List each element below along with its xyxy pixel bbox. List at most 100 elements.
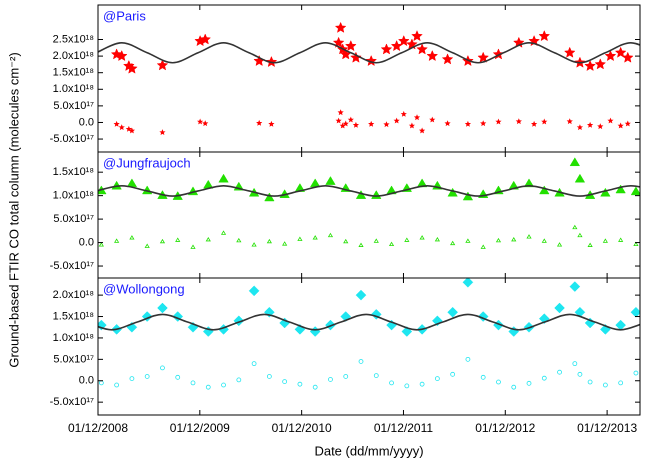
y-tick-label: -5.0x10¹⁷ <box>50 133 94 145</box>
data-point <box>199 33 212 45</box>
anomaly-point <box>373 238 379 243</box>
anomaly-point <box>328 377 333 382</box>
anomaly-point <box>495 237 502 243</box>
y-tick-label: 1.0x10¹⁸ <box>53 332 94 344</box>
anomaly-point <box>577 232 583 238</box>
data-point <box>411 30 423 42</box>
anomaly-point <box>572 361 578 367</box>
anomaly-point <box>358 242 364 247</box>
anomaly-point <box>175 374 181 380</box>
data-point <box>462 191 474 201</box>
data-point <box>233 315 245 327</box>
anomaly-point <box>282 379 288 384</box>
anomaly-point <box>444 120 451 127</box>
data-point <box>309 326 321 337</box>
anomaly-point <box>128 127 135 134</box>
anomaly-point <box>480 374 486 380</box>
data-point <box>218 173 229 183</box>
anomaly-point <box>587 379 593 385</box>
anomaly-point <box>495 118 502 125</box>
anomaly-point <box>618 380 624 386</box>
anomaly-point <box>556 242 563 247</box>
anomaly-point <box>129 235 135 240</box>
anomaly-point <box>335 117 342 124</box>
y-axis-label: Ground-based FTIR CO total column (molec… <box>6 52 21 367</box>
anomaly-point <box>144 243 150 248</box>
data-point <box>441 53 454 65</box>
data-point <box>554 302 565 314</box>
data-point <box>574 173 586 183</box>
anomaly-point <box>597 123 604 130</box>
data-point <box>126 62 138 74</box>
anomaly-point <box>496 379 501 385</box>
anomaly-point <box>327 232 334 238</box>
data-point <box>248 285 260 297</box>
anomaly-point <box>511 236 517 242</box>
anomaly-point <box>159 129 166 136</box>
anomaly-point <box>602 382 608 388</box>
anomaly-point <box>419 381 425 387</box>
y-tick-label: 2.5x10¹⁸ <box>53 33 94 45</box>
anomaly-point <box>144 374 150 379</box>
anomaly-point <box>419 235 425 240</box>
anomaly-point <box>358 359 364 364</box>
anomaly-point <box>624 120 631 127</box>
anomaly-point <box>297 236 303 241</box>
data-point <box>563 46 576 58</box>
anomaly-point <box>465 238 471 243</box>
data-point <box>157 302 168 314</box>
anomaly-point <box>159 238 166 244</box>
data-point <box>115 49 128 62</box>
data-point <box>380 43 393 55</box>
x-tick-label: 01/12/2010 <box>272 421 332 435</box>
y-tick-label: 0.0 <box>79 375 94 387</box>
anomaly-point <box>531 120 538 127</box>
anomaly-point <box>282 241 288 246</box>
data-point <box>265 55 278 68</box>
anomaly-point <box>464 120 472 127</box>
anomaly-point <box>602 238 608 243</box>
anomaly-point <box>577 371 583 377</box>
anomaly-point <box>383 121 390 128</box>
data-point <box>426 49 439 62</box>
anomaly-point <box>368 120 375 127</box>
panel-frame <box>97 277 641 416</box>
anomaly-point <box>429 116 436 123</box>
y-tick-label: 5.0x10¹⁷ <box>53 353 94 365</box>
anomaly-point <box>400 110 407 117</box>
anomaly-point <box>633 241 639 247</box>
data-point <box>539 185 550 195</box>
anomaly-point <box>413 114 421 121</box>
data-point <box>371 190 382 199</box>
x-tick-label: 01/12/2008 <box>68 421 128 435</box>
y-tick-label: -5.0x10¹⁷ <box>50 396 94 408</box>
data-point <box>538 313 550 325</box>
data-point <box>477 51 490 63</box>
anomaly-point <box>633 370 639 376</box>
data-point <box>370 309 382 320</box>
anomaly-point <box>113 120 120 127</box>
anomaly-point <box>576 124 584 131</box>
anomaly-point <box>251 242 257 247</box>
anomaly-point <box>434 236 440 242</box>
anomaly-point <box>205 384 211 390</box>
y-tick-label: 1.0x10¹⁸ <box>53 190 94 202</box>
data-point <box>569 157 581 167</box>
y-tick-label: 1.0x10¹⁸ <box>53 83 94 95</box>
y-tick-label: 1.5x10¹⁸ <box>53 67 94 79</box>
panel-label: @Wollongong <box>103 281 185 296</box>
x-axis-label: Date (dd/mm/yyyy) <box>314 443 423 458</box>
data-point <box>218 324 229 335</box>
anomaly-point <box>175 237 181 242</box>
anomaly-point <box>312 235 318 240</box>
anomaly-point <box>526 380 532 386</box>
anomaly-point <box>352 121 359 128</box>
anomaly-point <box>541 375 547 381</box>
anomaly-point <box>404 383 410 389</box>
data-point <box>264 192 275 202</box>
x-tick-label: 01/12/2011 <box>374 421 433 435</box>
panel-label: @Jungfraujoch <box>103 155 191 170</box>
anomaly-point <box>312 384 318 390</box>
data-point <box>569 281 581 292</box>
